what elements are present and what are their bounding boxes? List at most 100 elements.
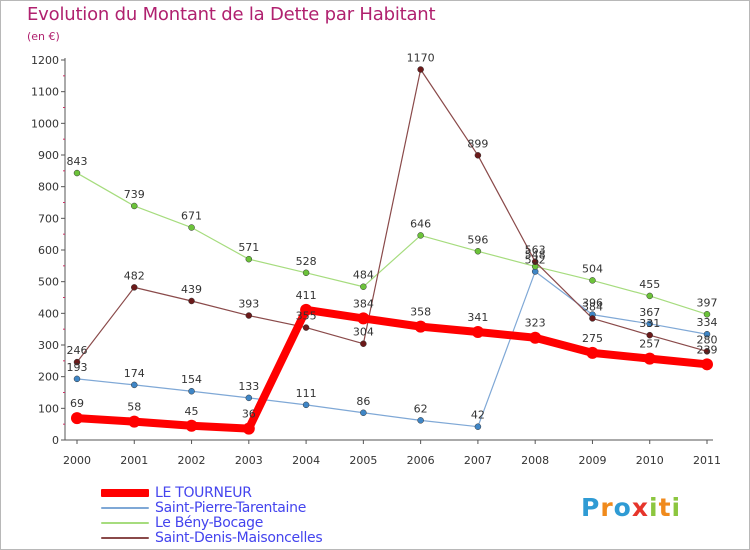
data-point — [357, 312, 370, 325]
data-label: 396 — [582, 297, 603, 310]
data-label: 193 — [67, 361, 88, 374]
data-point — [73, 169, 81, 177]
data-label: 280 — [697, 333, 718, 346]
logo-letter: t — [658, 493, 672, 522]
data-point — [245, 394, 253, 402]
y-tick-label: 400 — [38, 307, 59, 320]
data-point — [302, 324, 310, 331]
data-label: 571 — [238, 241, 259, 254]
data-label: 246 — [67, 344, 88, 357]
y-tick-label: 1200 — [31, 54, 59, 67]
data-label: 532 — [525, 254, 546, 267]
logo-letter: x — [631, 493, 649, 522]
data-point — [589, 315, 596, 322]
data-label: 58 — [127, 401, 141, 414]
data-label: 174 — [124, 367, 145, 380]
data-label: 563 — [525, 244, 546, 257]
data-point — [360, 283, 367, 290]
data-point — [131, 284, 138, 291]
data-point — [188, 387, 195, 395]
data-label: 504 — [582, 262, 603, 275]
data-point — [471, 326, 484, 339]
data-point — [474, 423, 482, 430]
data-label: 439 — [181, 283, 202, 296]
data-point — [417, 417, 424, 424]
x-tick-label: 2000 — [63, 454, 91, 467]
x-tick-label: 2003 — [235, 454, 263, 467]
y-tick-label: 1000 — [31, 117, 59, 130]
data-point — [703, 330, 711, 338]
y-tick-label: 900 — [38, 149, 59, 162]
data-point — [188, 224, 195, 231]
data-point — [414, 320, 427, 333]
x-tick-label: 2005 — [349, 454, 377, 467]
legend-swatch-saint-denis-maisoncelles — [101, 536, 149, 539]
x-tick-label: 2011 — [693, 454, 721, 467]
data-label: 384 — [353, 297, 374, 310]
data-point — [646, 331, 653, 339]
data-point — [242, 422, 255, 435]
data-label: 646 — [410, 217, 431, 230]
data-label: 257 — [639, 338, 660, 351]
legend-swatch-le-beny-bocage — [101, 521, 149, 524]
chart-axes: 0 100 200 300 400 500 600 700 800 900 1000 1100 1200… — [31, 54, 721, 467]
data-point — [73, 358, 81, 366]
data-label: 596 — [467, 233, 488, 246]
series-lines — [73, 68, 711, 433]
data-point — [245, 312, 253, 319]
data-label: 45 — [185, 405, 199, 418]
y-tick-label: 800 — [38, 181, 59, 194]
data-point — [128, 415, 141, 428]
logo-letter: r — [600, 493, 614, 522]
data-point — [474, 152, 482, 159]
legend-label-le-tourneur: LE TOURNEUR — [155, 484, 252, 501]
y-tick-label: 0 — [52, 434, 59, 447]
data-label: 484 — [353, 269, 374, 282]
data-labels: 193 174 154 133 111 86 62 42 532 396 367 334 843 739 6… — [67, 52, 718, 422]
data-point — [701, 358, 713, 371]
data-label: 355 — [296, 310, 317, 323]
legend-swatch-le-tourneur — [101, 488, 149, 497]
x-tick-label: 2008 — [521, 454, 549, 467]
x-tick-label: 2002 — [178, 454, 206, 467]
legend: LE TOURNEUR Saint-Pierre-Tarentaine Le B… — [101, 484, 323, 546]
data-label: 304 — [353, 326, 374, 339]
data-label: 671 — [181, 210, 202, 223]
x-tick-label: 2010 — [636, 454, 664, 467]
data-point — [300, 303, 313, 316]
data-point — [302, 269, 310, 277]
data-label: 334 — [697, 316, 718, 329]
data-label: 154 — [181, 373, 202, 386]
data-label: 455 — [639, 278, 660, 291]
data-label: 411 — [296, 289, 317, 302]
data-point — [589, 277, 596, 284]
data-point — [185, 419, 198, 432]
legend-item-saint-denis-maisoncelles: Saint-Denis-Maisoncelles — [101, 529, 323, 546]
data-label: 397 — [697, 296, 718, 309]
data-point — [474, 248, 482, 255]
y-tick-label: 600 — [38, 244, 59, 257]
data-point — [188, 297, 195, 305]
legend-label-le-beny-bocage: Le Bény-Bocage — [155, 514, 264, 531]
data-point — [131, 202, 138, 210]
data-label: 482 — [124, 269, 145, 282]
data-point — [703, 311, 711, 318]
series-line — [73, 305, 711, 433]
data-label: 1170 — [407, 52, 435, 65]
data-label: 133 — [238, 380, 259, 393]
data-point — [703, 348, 711, 355]
logo-letter: i — [671, 493, 682, 522]
data-point — [360, 409, 367, 417]
y-tick-label: 100 — [38, 402, 59, 415]
data-point — [529, 331, 542, 344]
series-line — [76, 68, 708, 363]
data-point — [417, 232, 424, 239]
data-label: 528 — [296, 255, 317, 268]
data-point — [73, 375, 81, 383]
data-label: 341 — [467, 311, 488, 324]
data-point — [531, 258, 539, 265]
data-point — [646, 320, 653, 328]
data-point — [646, 292, 653, 300]
y-tick-label: 1100 — [31, 86, 59, 99]
legend-label-saint-denis-maisoncelles: Saint-Denis-Maisoncelles — [155, 529, 323, 546]
